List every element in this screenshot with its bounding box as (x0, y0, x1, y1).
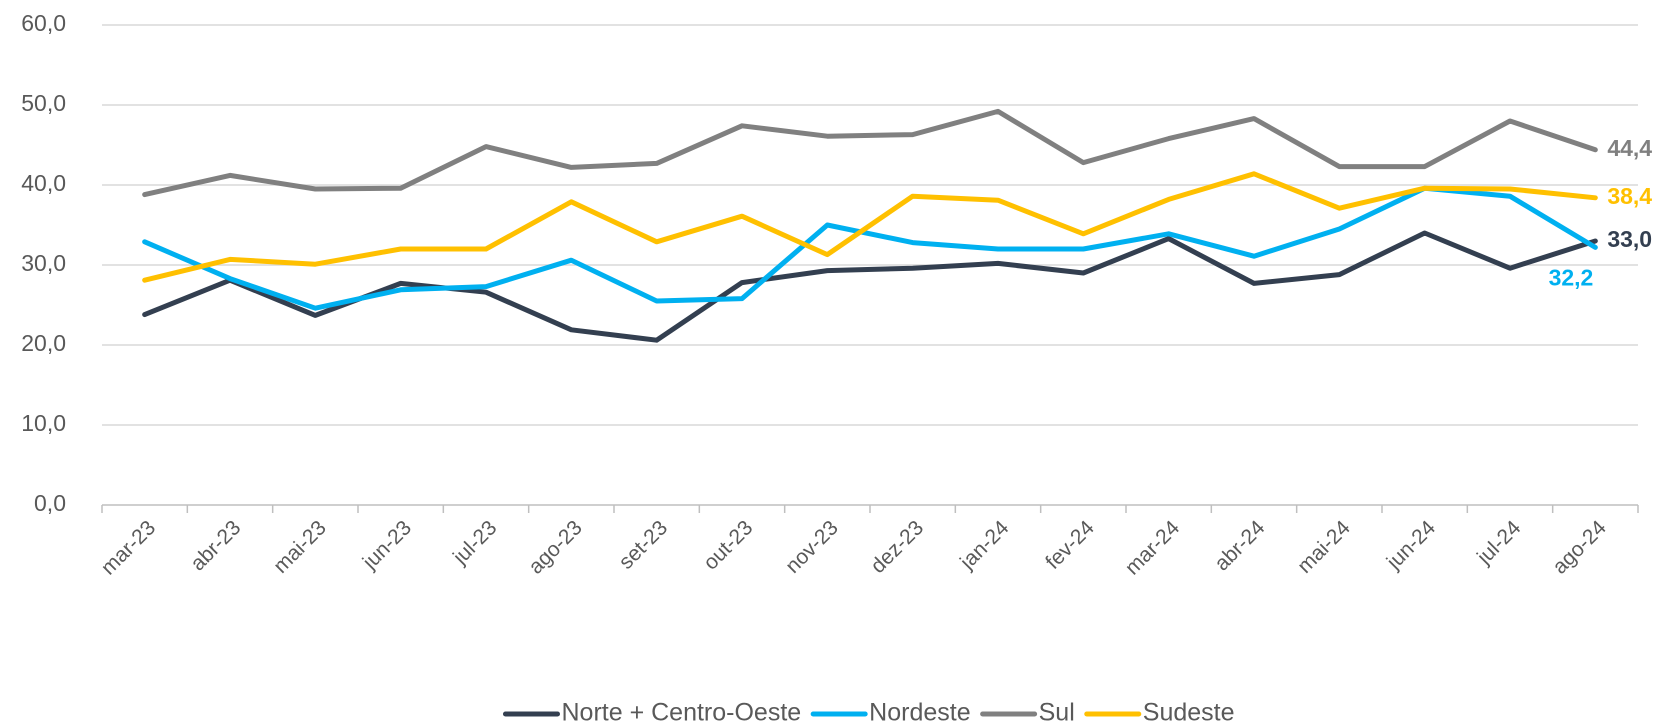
x-tick-label: abr-23 (186, 516, 245, 575)
legend-label: Sul (1039, 699, 1075, 727)
series-line (142, 185, 1598, 311)
x-tick-label: ago-24 (1548, 516, 1611, 579)
x-tick-label: jun-23 (358, 516, 416, 574)
x-tick-label: fev-24 (1041, 516, 1099, 574)
x-tick-label: out-23 (699, 516, 757, 574)
x-tick-label: dez-23 (866, 516, 928, 578)
x-tick-label: jul-23 (448, 516, 501, 569)
x-tick-label: ago-23 (524, 516, 587, 579)
x-tick-label: mai-24 (1293, 516, 1355, 578)
x-tick-label: mar-23 (97, 516, 160, 579)
legend-label: Nordeste (869, 699, 970, 727)
series-line (142, 171, 1598, 283)
y-tick-label: 0,0 (34, 490, 66, 516)
data-label: 33,0 (1607, 226, 1652, 252)
legend-label: Norte + Centro-Oeste (561, 699, 801, 727)
x-tick-label: nov-23 (781, 516, 843, 578)
data-label: 38,4 (1607, 183, 1652, 209)
data-label: 32,2 (1549, 264, 1594, 290)
x-tick-label: abr-24 (1210, 516, 1269, 575)
y-tick-label: 50,0 (21, 90, 66, 116)
x-tick-label: mai-23 (269, 516, 331, 578)
x-tick-label: mar-24 (1121, 516, 1185, 580)
x-tick-label: jan-24 (955, 516, 1013, 574)
y-tick-label: 30,0 (21, 250, 66, 276)
y-tick-label: 20,0 (21, 330, 66, 356)
y-tick-label: 10,0 (21, 410, 66, 436)
series-line (142, 230, 1598, 343)
legend-label: Sudeste (1143, 699, 1235, 727)
y-tick-label: 60,0 (21, 10, 66, 36)
x-tick-label: set-23 (615, 516, 673, 574)
legend: Norte + Centro-Oeste Nordeste Sul Sudeste (502, 699, 1235, 727)
x-tick-label: jul-24 (1472, 516, 1526, 570)
y-tick-label: 40,0 (21, 170, 66, 196)
data-label: 44,4 (1607, 135, 1652, 161)
x-tick-label: jun-24 (1382, 516, 1440, 574)
series-line (142, 108, 1598, 198)
